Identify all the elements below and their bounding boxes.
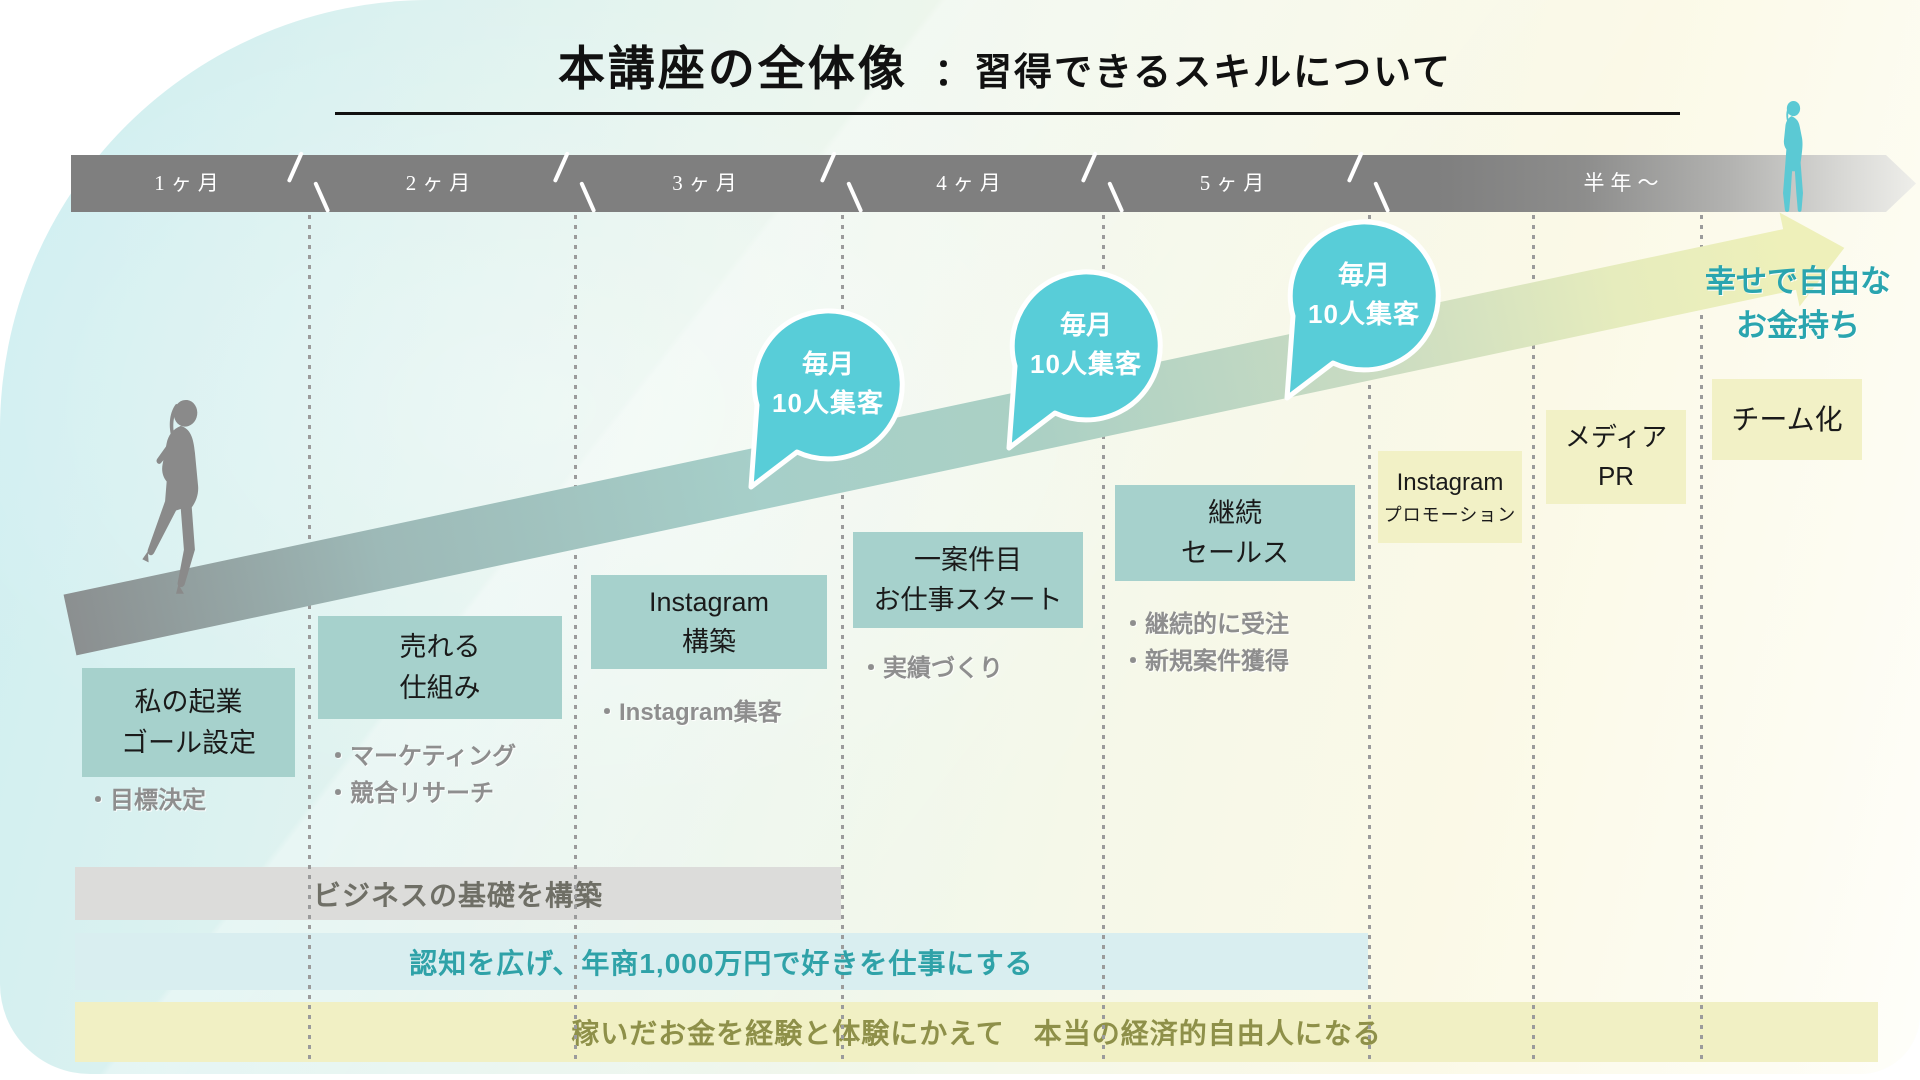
milestone-box-instagram-build: Instagram 構築 bbox=[591, 575, 827, 669]
column-divider bbox=[1700, 215, 1703, 1062]
chevron-separator-icon bbox=[1080, 151, 1125, 213]
milestone-box-first-project: 一案件目 お仕事スタート bbox=[853, 532, 1083, 628]
column-divider bbox=[1368, 215, 1371, 1062]
bubble-line2: 10人集客 bbox=[772, 388, 884, 418]
walking-woman-silhouette-icon bbox=[142, 399, 199, 594]
milestone-bullet: ・マーケティング bbox=[326, 743, 517, 770]
title-underline bbox=[335, 112, 1680, 115]
bubble-line1: 毎月 bbox=[801, 349, 854, 379]
milestone-box-instagram-promotion: Instagram プロモーション bbox=[1378, 451, 1522, 543]
milestone-bullets: ・Instagram集客 bbox=[595, 694, 782, 731]
milestone-box-selling-system: 売れる 仕組み bbox=[318, 616, 562, 719]
milestone-bullets: ・マーケティング ・競合リサーチ bbox=[326, 738, 516, 812]
speech-bubble: 毎月 10人集客 bbox=[1001, 266, 1171, 458]
milestone-bullet: ・Instagram集客 bbox=[595, 699, 782, 726]
phase-band-label: ビジネスの基礎を構築 bbox=[312, 879, 603, 911]
goal-text: 幸せで自由な お金持ち bbox=[1680, 260, 1916, 348]
standing-woman-silhouette-icon bbox=[1783, 100, 1803, 212]
speech-bubble: 毎月 10人集客 bbox=[1279, 216, 1449, 408]
chevron-separator-icon bbox=[819, 151, 864, 213]
chevron-separator-icon bbox=[286, 151, 331, 213]
goal-line1: 幸せで自由な bbox=[1705, 264, 1891, 299]
chevron-separator-icon bbox=[1346, 151, 1391, 213]
milestone-bullets: ・目標決定 bbox=[86, 782, 206, 819]
milestone-box-media-pr: メディア PR bbox=[1546, 410, 1686, 504]
speech-bubble: 毎月 10人集客 bbox=[743, 305, 913, 497]
milestone-box-goal-setting: 私の起業 ゴール設定 bbox=[82, 668, 295, 777]
chevron-separator-icon bbox=[552, 151, 597, 213]
speech-bubble-shape-icon bbox=[748, 308, 905, 490]
timeline-month-label: 4ヶ月 bbox=[936, 171, 1007, 195]
bubble-line2: 10人集客 bbox=[1308, 299, 1420, 329]
milestone-bullets: ・継続的に受注 ・新規案件獲得 bbox=[1121, 606, 1289, 680]
page-title: 本講座の全体像 ：習得できるスキルについて bbox=[330, 30, 1680, 99]
milestone-bullet: ・実績づくり bbox=[859, 655, 1003, 682]
milestone-bullets: ・実績づくり bbox=[859, 650, 1003, 687]
speech-bubble-shape-icon bbox=[1284, 219, 1441, 401]
column-divider bbox=[574, 215, 577, 1062]
page-title-main: 本講座の全体像 bbox=[557, 42, 908, 95]
phase-band-foundation: ビジネスの基礎を構築 bbox=[75, 867, 841, 920]
bubble-line1: 毎月 bbox=[1337, 260, 1390, 290]
milestone-bullet: ・継続的に受注 bbox=[1121, 611, 1289, 638]
timeline-month-label: 3ヶ月 bbox=[672, 171, 743, 195]
goal-line2: お金持ち bbox=[1736, 308, 1860, 343]
phase-band-label: 認知を広げ、年商1,000万円で好きを仕事にする bbox=[409, 947, 1034, 979]
timeline-month-label: 1ヶ月 bbox=[154, 171, 225, 195]
column-divider bbox=[1102, 215, 1105, 1062]
timeline-arrow-bar bbox=[71, 155, 1916, 212]
page-title-sub: ：習得できるスキルについて bbox=[933, 52, 1453, 94]
speech-bubble-shape-icon bbox=[1006, 269, 1163, 451]
bubble-line1: 毎月 bbox=[1059, 310, 1112, 340]
phase-band-awareness: 認知を広げ、年商1,000万円で好きを仕事にする bbox=[75, 933, 1368, 990]
timeline-month-label: 2ヶ月 bbox=[405, 171, 477, 195]
column-divider bbox=[1532, 215, 1535, 1062]
milestone-bullet: ・目標決定 bbox=[86, 787, 206, 814]
milestone-bullet: ・競合リサーチ bbox=[326, 780, 494, 807]
timeline-month-label: 半年〜 bbox=[1583, 171, 1665, 195]
phase-band-freedom: 稼いだお金を経験と体験にかえて 本当の経済的自由人になる bbox=[75, 1002, 1878, 1062]
column-divider bbox=[308, 215, 311, 1062]
milestone-box-team: チーム化 bbox=[1712, 379, 1862, 460]
column-divider bbox=[841, 215, 844, 1062]
phase-band-label: 稼いだお金を経験と体験にかえて 本当の経済的自由人になる bbox=[571, 1018, 1382, 1049]
milestone-box-continuous-sales: 継続 セールス bbox=[1115, 485, 1355, 581]
milestone-bullet: ・新規案件獲得 bbox=[1121, 648, 1289, 675]
timeline-month-label: 5ヶ月 bbox=[1199, 171, 1271, 195]
bubble-line2: 10人集客 bbox=[1030, 349, 1142, 379]
